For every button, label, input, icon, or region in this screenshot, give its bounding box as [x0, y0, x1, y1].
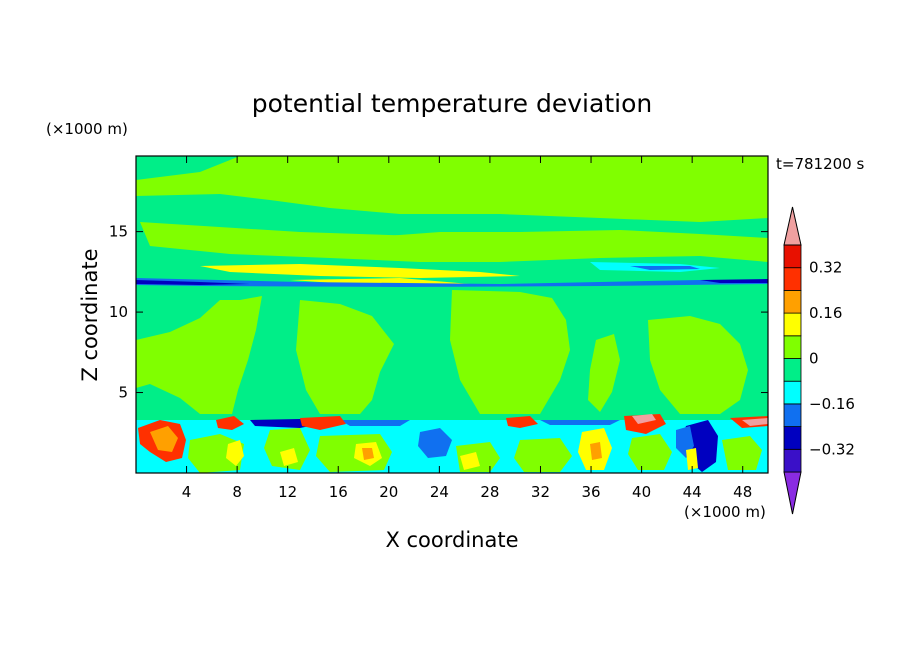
- colorbar-band: [783, 335, 802, 359]
- colorbar-label: −0.16: [809, 395, 855, 413]
- contour-plume-5: [588, 334, 620, 412]
- blob-orange-5: [590, 442, 602, 460]
- contour-tropopause-navy: [136, 280, 250, 285]
- blob-yellow-4: [460, 452, 480, 470]
- blob-red-2: [216, 416, 244, 430]
- blob-green-8: [722, 436, 762, 470]
- contour-tropopause-blue: [136, 278, 768, 287]
- colorbar-min-triangle: [783, 471, 802, 515]
- blob-red-3: [300, 416, 346, 430]
- blob-green-5: [514, 438, 572, 472]
- colorbar-label: 0: [809, 350, 819, 368]
- x-unit-label: (×1000 m): [684, 503, 766, 521]
- colorbar-band: [783, 267, 802, 291]
- blob-pink-6: [632, 414, 656, 424]
- blob-green-3: [316, 434, 392, 472]
- blob-left-orange: [150, 426, 178, 452]
- contour-upper-cap: [136, 156, 768, 222]
- x-tick-label: 36: [581, 483, 600, 501]
- contour-plume-4: [648, 316, 748, 414]
- blob-red-5: [506, 416, 538, 428]
- x-tick-label: 48: [733, 483, 752, 501]
- contour-plume-3: [450, 290, 570, 414]
- colorbar-band: [783, 289, 802, 314]
- x-tick-label: 28: [480, 483, 499, 501]
- colorbar-band: [783, 380, 802, 405]
- blob-orange-3: [362, 448, 374, 460]
- colorbar-band: [783, 358, 802, 382]
- blob-yellow-1: [226, 440, 244, 466]
- colorbar-max-triangle: [783, 206, 802, 246]
- x-tick-label: 20: [379, 483, 398, 501]
- x-tick-label: 4: [182, 483, 192, 501]
- colorbar-band: [783, 426, 802, 450]
- x-tick-label: 8: [232, 483, 242, 501]
- chart-title: potential temperature deviation: [252, 89, 652, 118]
- x-tick-label: 32: [531, 483, 550, 501]
- blob-pink-8: [742, 418, 768, 426]
- contour-green-lens: [360, 232, 640, 256]
- colorbar-band: [783, 448, 802, 473]
- plot-frame: [135, 155, 769, 474]
- colorbar: 0.32 0.16 0 −0.16 −0.32: [783, 206, 855, 515]
- boundary-line: [136, 414, 768, 420]
- plot-area: [136, 156, 768, 473]
- contour-cold-line-3: [540, 420, 620, 425]
- contour-plume-1: [136, 296, 262, 414]
- colorbar-label: −0.32: [809, 440, 855, 458]
- x-tick-label: 16: [329, 483, 348, 501]
- colorbar-band: [783, 244, 802, 269]
- y-unit-label: (×1000 m): [46, 120, 128, 138]
- y-axis-label: Z coordinate: [78, 248, 102, 381]
- x-tick-label: 24: [430, 483, 449, 501]
- colorbar-label: 0.16: [809, 304, 842, 322]
- x-tick-label: 44: [683, 483, 702, 501]
- blob-yellow-7: [686, 448, 698, 470]
- x-tick-label: 12: [278, 483, 297, 501]
- x-tick-label: 40: [632, 483, 651, 501]
- colorbar-band: [783, 403, 802, 427]
- blob-green-6: [628, 434, 672, 470]
- x-axis-label: X coordinate: [385, 528, 518, 552]
- contour-plume-2: [296, 300, 394, 414]
- y-tick-label: 5: [118, 384, 128, 402]
- contour-warm-streak: [200, 264, 520, 278]
- contour-cold-line-2: [340, 420, 410, 426]
- blob-blue-4: [418, 428, 452, 458]
- blob-yellow-2: [280, 448, 298, 466]
- colorbar-band: [783, 312, 802, 337]
- contour-upper-blue: [630, 266, 700, 270]
- y-tick-label: 10: [109, 303, 128, 321]
- contour-tropopause-navy-2: [700, 279, 768, 283]
- colorbar-label: 0.32: [809, 259, 842, 277]
- y-tick-label: 15: [109, 223, 128, 241]
- time-label: t=781200 s: [776, 155, 864, 173]
- blob-green-2: [264, 428, 310, 470]
